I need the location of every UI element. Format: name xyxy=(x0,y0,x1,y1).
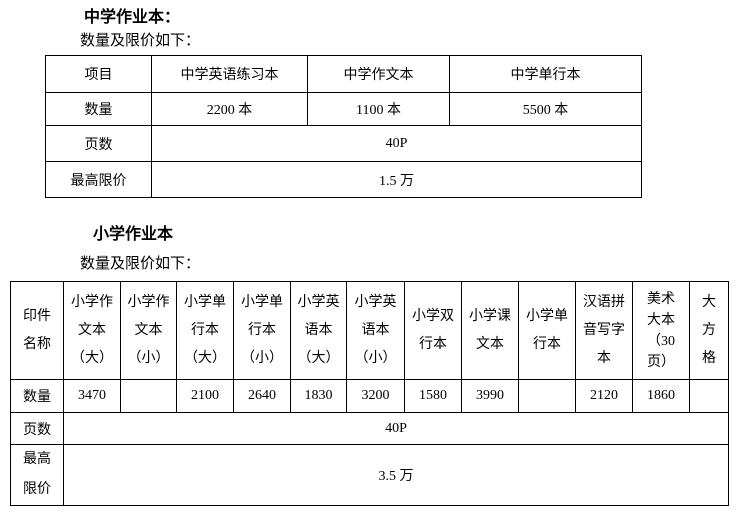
t2-quantity-row: 数量 3470 2100 2640 1830 3200 1580 3990 21… xyxy=(10,379,729,413)
t1-header-composition-book: 中学作文本 xyxy=(307,55,450,93)
t2-col-single-line-book: 小学单 行本 xyxy=(518,281,576,380)
t1-header-english-exercise-book: 中学英语练习本 xyxy=(151,55,308,93)
t2-col-lesson-text-book: 小学课 文本 xyxy=(461,281,519,380)
middle-school-table: 项目 中学英语练习本 中学作文本 中学单行本 数量 2200 本 1100 本 … xyxy=(45,55,642,198)
t2-col-big-grid: 大 方 格 xyxy=(689,281,729,380)
t2-pages-row: 页数 40P xyxy=(10,412,729,445)
t2-quantity-cell: 3470 xyxy=(63,379,121,413)
t1-price-row: 最高限价 1.5 万 xyxy=(45,161,642,198)
t1-header-row: 项目 中学英语练习本 中学作文本 中学单行本 xyxy=(45,55,642,93)
t2-col-composition-book-large: 小学作 文本 （大） xyxy=(63,281,121,380)
t1-pages-row: 页数 40P xyxy=(45,125,642,162)
t2-pages-value: 40P xyxy=(63,412,729,445)
t2-col-english-book-large: 小学英 语本 （大） xyxy=(290,281,347,380)
t1-price-value: 1.5 万 xyxy=(151,161,642,198)
t1-quantity-cell: 2200 本 xyxy=(151,92,308,126)
section2-subtitle: 数量及限价如下： xyxy=(80,256,201,272)
t2-col-pinyin-writing-book: 汉语拼 音写字 本 xyxy=(575,281,633,380)
t1-header-single-line-book: 中学单行本 xyxy=(449,55,642,93)
t2-col-double-line-book: 小学双 行本 xyxy=(404,281,462,380)
t2-quantity-cell: 2640 xyxy=(233,379,291,413)
t2-col-art-book-30-pages: 美术 大本 （30 页） xyxy=(632,281,690,380)
t1-header-item: 项目 xyxy=(45,55,152,93)
t2-quantity-cell: 1830 xyxy=(290,379,347,413)
t2-quantity-cell: 1860 xyxy=(632,379,690,413)
t1-quantity-row: 数量 2200 本 1100 本 5500 本 xyxy=(45,92,642,126)
t2-col-single-line-book-small: 小学单 行本 （小） xyxy=(233,281,291,380)
primary-school-table: 印件 名称 小学作 文本 （大） 小学作 文本 （小） 小学单 行本 （大） 小… xyxy=(10,281,729,506)
section1-title: 中学作业本： xyxy=(84,9,181,26)
section2-title: 小学作业本 xyxy=(93,226,174,243)
t1-pages-value: 40P xyxy=(151,125,642,162)
t2-quantity-cell xyxy=(518,379,576,413)
t2-price-row: 最高 限价 3.5 万 xyxy=(10,444,729,506)
t2-col-single-line-book-large: 小学单 行本 （大） xyxy=(176,281,234,380)
t2-header-print-item-name: 印件 名称 xyxy=(10,281,64,380)
section1-subtitle: 数量及限价如下： xyxy=(80,33,201,49)
t2-price-value: 3.5 万 xyxy=(63,444,729,506)
t2-quantity-cell: 3200 xyxy=(346,379,405,413)
t1-price-label: 最高限价 xyxy=(45,161,152,198)
t2-quantity-cell: 2100 xyxy=(176,379,234,413)
t1-quantity-cell: 5500 本 xyxy=(449,92,642,126)
t2-quantity-cell: 3990 xyxy=(461,379,519,413)
t2-quantity-label: 数量 xyxy=(10,379,64,413)
t2-quantity-cell xyxy=(120,379,177,413)
t2-col-english-book-small: 小学英 语本 （小） xyxy=(346,281,405,380)
t2-header-row: 印件 名称 小学作 文本 （大） 小学作 文本 （小） 小学单 行本 （大） 小… xyxy=(10,281,729,380)
t1-quantity-cell: 1100 本 xyxy=(307,92,450,126)
t2-col-composition-book-small: 小学作 文本 （小） xyxy=(120,281,177,380)
t2-price-label: 最高 限价 xyxy=(10,444,64,506)
t2-quantity-cell xyxy=(689,379,729,413)
t1-quantity-label: 数量 xyxy=(45,92,152,126)
t1-pages-label: 页数 xyxy=(45,125,152,162)
t2-pages-label: 页数 xyxy=(10,412,64,445)
t2-quantity-cell: 2120 xyxy=(575,379,633,413)
t2-quantity-cell: 1580 xyxy=(404,379,462,413)
